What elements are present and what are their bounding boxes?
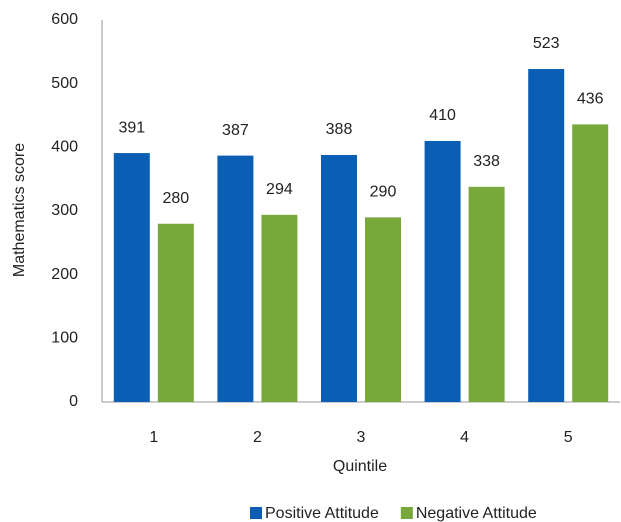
x-tick-label: 5 [564,429,573,446]
x-tick-label: 4 [460,429,469,446]
y-tick-label: 300 [51,202,78,219]
y-tick-label: 200 [51,266,78,283]
bar [321,154,357,402]
bar [468,186,505,402]
legend-swatch [400,507,413,519]
x-tick-label: 1 [149,429,158,446]
bar [528,69,565,403]
y-tick-label: 0 [69,393,78,410]
bar [217,155,254,402]
y-tick-label: 500 [51,75,78,92]
y-axis-title: Mathematics score [11,143,28,277]
bar [261,214,298,402]
data-label: 280 [162,190,189,207]
bar [424,140,461,402]
legend-label: Positive Attitude [265,505,379,522]
y-tick-label: 600 [51,11,78,28]
x-axis-title: Quintile [333,458,387,475]
x-tick-label: 3 [357,429,366,446]
legend-swatch [250,507,262,519]
bar [572,124,609,402]
data-label: 391 [118,119,145,136]
y-tick-label: 400 [51,139,78,156]
legend-label: Negative Attitude [416,505,537,522]
bar [157,223,194,402]
bar [365,217,401,402]
data-label: 410 [429,107,456,124]
data-label: 523 [533,35,560,52]
data-label: 290 [370,184,397,201]
data-label: 436 [577,91,604,108]
data-label: 387 [222,122,249,139]
data-label: 338 [473,153,500,170]
x-tick-label: 2 [253,429,262,446]
data-label: 294 [266,181,293,198]
bar [113,153,150,402]
y-tick-label: 100 [51,330,78,347]
data-label: 388 [326,121,353,138]
